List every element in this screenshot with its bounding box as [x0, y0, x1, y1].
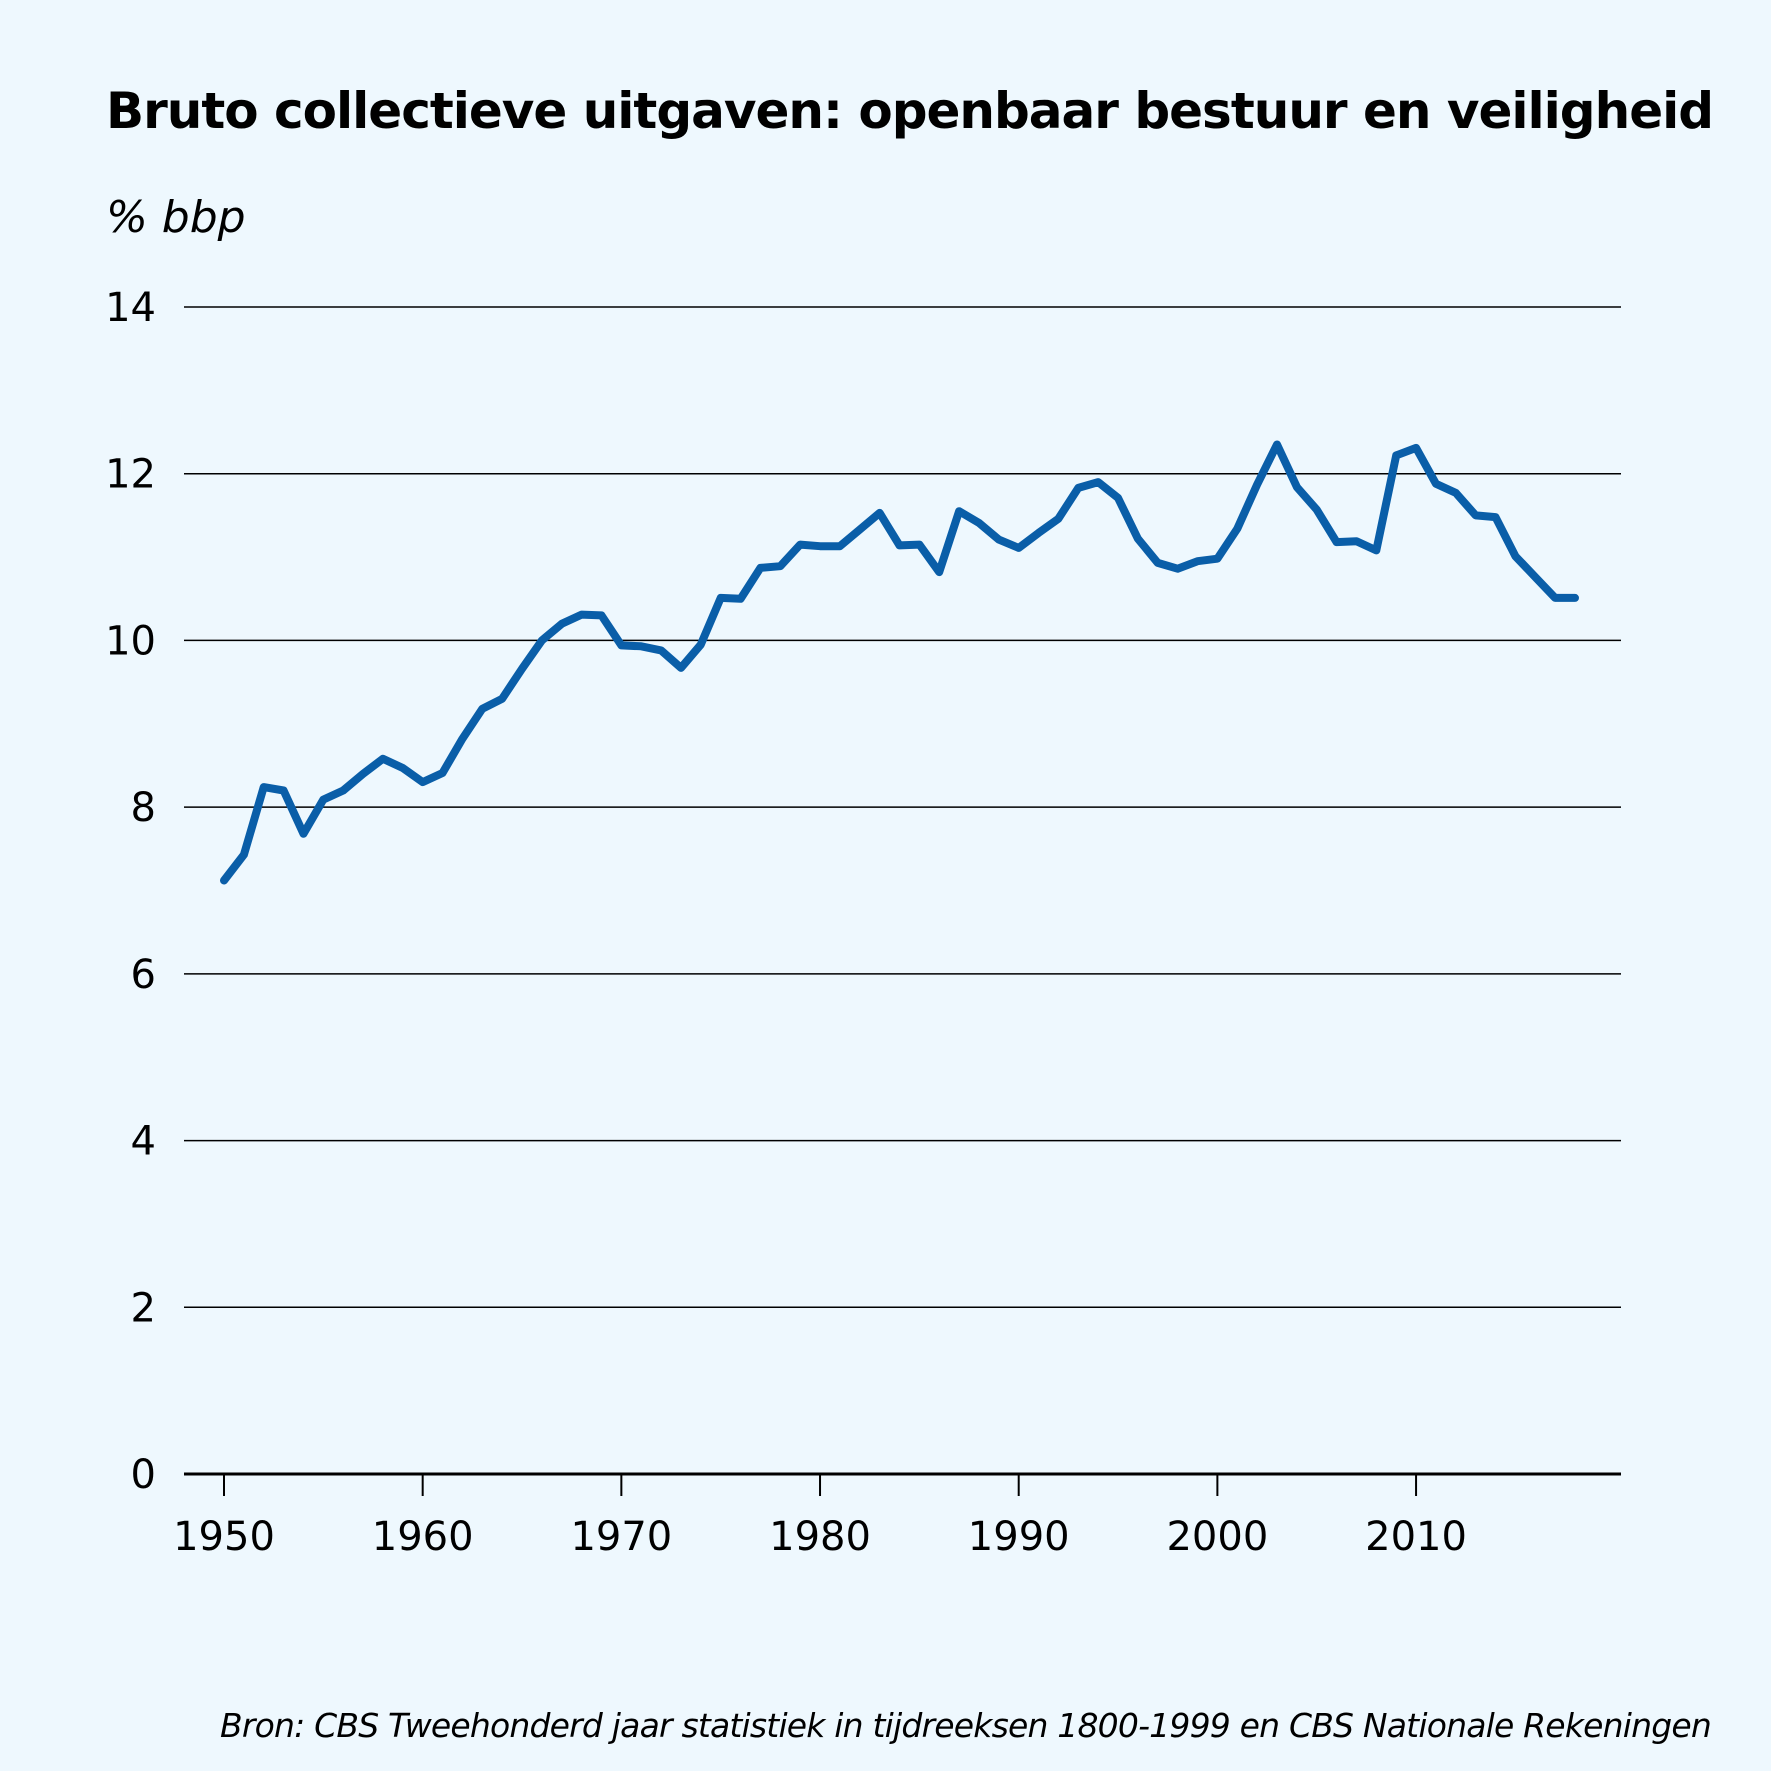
x-tick-label-1990: 1990	[968, 1514, 1070, 1560]
y-tick-label-8: 8	[131, 785, 156, 831]
y-tick-label-2: 2	[131, 1285, 156, 1331]
y-axis-unit-label: % bbp	[106, 192, 246, 243]
y-tick-label-14: 14	[105, 285, 156, 331]
x-axis: 1950 1960 1970 1980 1990 2000 2010	[173, 1474, 1467, 1560]
x-tick-label-1970: 1970	[570, 1514, 672, 1560]
y-tick-label-12: 12	[105, 452, 156, 498]
source-note: Bron: CBS Tweehonderd jaar statistiek in…	[220, 1706, 1712, 1745]
x-tick-label-2000: 2000	[1166, 1514, 1268, 1560]
x-tick-label-1980: 1980	[769, 1514, 871, 1560]
x-tick-label-1960: 1960	[372, 1514, 474, 1560]
x-tick-label-2010: 2010	[1365, 1514, 1467, 1560]
series-line-group	[220, 440, 1579, 885]
y-tick-label-6: 6	[131, 952, 156, 998]
chart-title: Bruto collectieve uitgaven: openbaar bes…	[106, 82, 1714, 140]
y-tick-labels: 0 2 4 6 8 10 12 14	[105, 285, 156, 1498]
y-tick-label-10: 10	[105, 618, 156, 664]
series-line-0	[220, 440, 1579, 885]
x-tick-label-1950: 1950	[173, 1514, 275, 1560]
gridlines	[184, 306, 1621, 1476]
y-tick-label-0: 0	[131, 1452, 156, 1498]
y-tick-label-4: 4	[131, 1119, 156, 1165]
